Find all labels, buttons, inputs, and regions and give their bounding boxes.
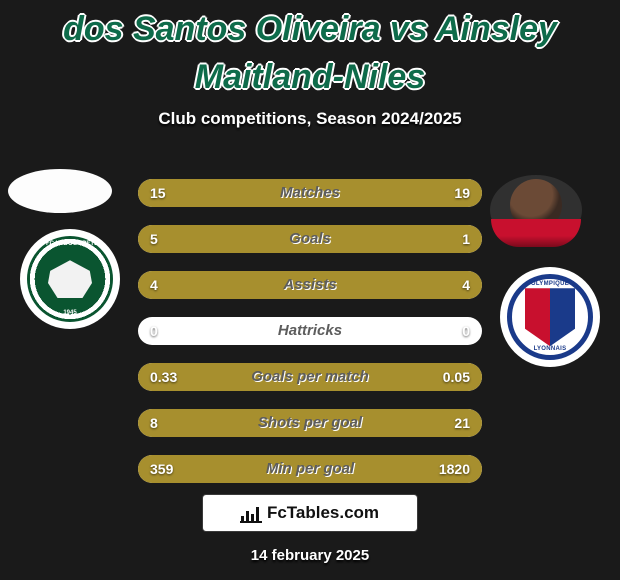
lion-icon [525, 288, 575, 346]
player1-club-badge: PFC LUDOGORETS 1945 [20, 229, 120, 329]
comparison-chart: PFC LUDOGORETS 1945 OLYMPIQUE LYONNAIS M… [0, 157, 620, 487]
chart-icon [241, 504, 261, 522]
stat-value-left: 0.33 [150, 363, 177, 391]
stat-value-left: 0 [150, 317, 158, 345]
club1-name-text: PFC LUDOGORETS [42, 241, 98, 247]
stat-value-right: 0.05 [443, 363, 470, 391]
brand-badge: FcTables.com [202, 494, 418, 532]
stat-value-left: 4 [150, 271, 158, 299]
stat-label: Goals per match [138, 363, 482, 391]
stat-value-right: 21 [454, 409, 470, 437]
stat-row: Shots per goal8 21 [138, 409, 482, 437]
stat-value-left: 359 [150, 455, 173, 483]
stat-row: Goals5 1 [138, 225, 482, 253]
stat-value-right: 0 [462, 317, 470, 345]
stat-row: Min per goal359 1820 [138, 455, 482, 483]
stat-value-left: 5 [150, 225, 158, 253]
stat-row: Hattricks0 0 [138, 317, 482, 345]
eagle-icon [48, 260, 92, 298]
stat-row: Assists4 4 [138, 271, 482, 299]
brand-text: FcTables.com [267, 503, 379, 523]
club2-name-bot: LYONNAIS [534, 346, 567, 352]
stat-label: Hattricks [138, 317, 482, 345]
club2-name-top: OLYMPIQUE [531, 281, 569, 287]
page-title: dos Santos Oliveira vs Ainsley Maitland-… [0, 0, 620, 101]
stat-value-right: 4 [462, 271, 470, 299]
stat-label: Min per goal [138, 455, 482, 483]
player2-photo [490, 175, 582, 245]
subtitle: Club competitions, Season 2024/2025 [0, 109, 620, 129]
stat-value-left: 8 [150, 409, 158, 437]
stat-label: Matches [138, 179, 482, 207]
stat-label: Shots per goal [138, 409, 482, 437]
stat-label: Goals [138, 225, 482, 253]
stat-rows: Matches15 19 Goals5 1 Assists4 4 Hattricks0 0 Go… [138, 179, 482, 501]
stat-row: Goals per match0.33 0.05 [138, 363, 482, 391]
stat-value-left: 15 [150, 179, 166, 207]
snapshot-date: 14 february 2025 [0, 547, 620, 564]
stat-value-right: 1820 [439, 455, 470, 483]
player2-club-badge: OLYMPIQUE LYONNAIS [500, 267, 600, 367]
player1-photo [8, 169, 112, 213]
stat-label: Assists [138, 271, 482, 299]
stat-row: Matches15 19 [138, 179, 482, 207]
stat-value-right: 1 [462, 225, 470, 253]
club1-year-text: 1945 [63, 310, 76, 316]
stat-value-right: 19 [454, 179, 470, 207]
